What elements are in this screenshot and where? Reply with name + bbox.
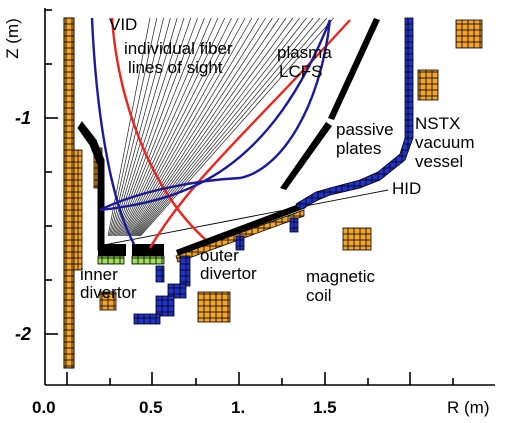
line-of-sight	[126, 17, 260, 237]
x-tick-label: 0.5	[139, 398, 163, 417]
magnetic-coils	[99, 19, 483, 323]
y-tick-label: -1	[15, 108, 32, 128]
y-tick-label: -2	[15, 324, 32, 344]
line-of-sight	[124, 17, 246, 237]
line-of-sight	[135, 17, 307, 237]
nstx-label-1: NSTX	[415, 114, 461, 133]
nstx-label-3: vessel	[415, 152, 464, 171]
magnetic-coil-label-2: coil	[306, 286, 332, 305]
x-axis-label: R (m)	[447, 398, 490, 417]
line-of-sight	[117, 17, 205, 237]
line-of-sight	[116, 17, 198, 237]
fiber-label-line2: lines of sight	[128, 58, 223, 77]
line-of-sight	[118, 17, 212, 237]
vacuum-vessel	[133, 17, 414, 325]
magnetic-coil-label-1: magnetic	[306, 267, 375, 286]
outer-divertor-label-1: outer	[200, 246, 239, 265]
passive-plates-label-1: passive	[336, 120, 394, 139]
vid-label: VID	[109, 15, 138, 34]
inner-divertor-tiles	[97, 244, 165, 265]
line-of-sight	[122, 17, 232, 237]
inner-divertor-label-1: inner	[80, 265, 118, 284]
line-of-sight	[134, 17, 300, 237]
fiber-label-line1: individual fiber	[124, 39, 233, 58]
line-of-sight	[137, 17, 321, 237]
line-of-sight	[123, 17, 239, 237]
y-axis-label: Z (m)	[2, 18, 22, 59]
line-of-sight	[125, 17, 253, 237]
line-of-sight	[107, 17, 151, 237]
passive-plates-label-2: plates	[336, 139, 382, 158]
hid-label: HID	[392, 179, 422, 198]
line-of-sight	[120, 17, 226, 237]
outer-divertor-label-2: divertor	[200, 264, 257, 283]
plot-frame	[44, 8, 495, 386]
nstx-label-2: vacuum	[415, 133, 475, 152]
lcfs-label: LCFS	[279, 62, 323, 81]
x-tick-label: 1.	[231, 398, 246, 417]
line-of-sight	[119, 17, 219, 237]
line-of-sight	[110, 17, 164, 237]
x-tick-label: 0.0	[32, 398, 56, 417]
hid-sightline	[103, 189, 389, 246]
line-of-sight	[136, 17, 314, 237]
lcfs-curves	[90, 17, 351, 249]
line-of-sight	[128, 17, 266, 237]
line-of-sight	[140, 17, 334, 237]
plasma-label: plasma	[277, 43, 332, 62]
x-tick-label: 1.5	[313, 398, 337, 417]
inner-divertor-label-2: divertor	[80, 283, 137, 302]
